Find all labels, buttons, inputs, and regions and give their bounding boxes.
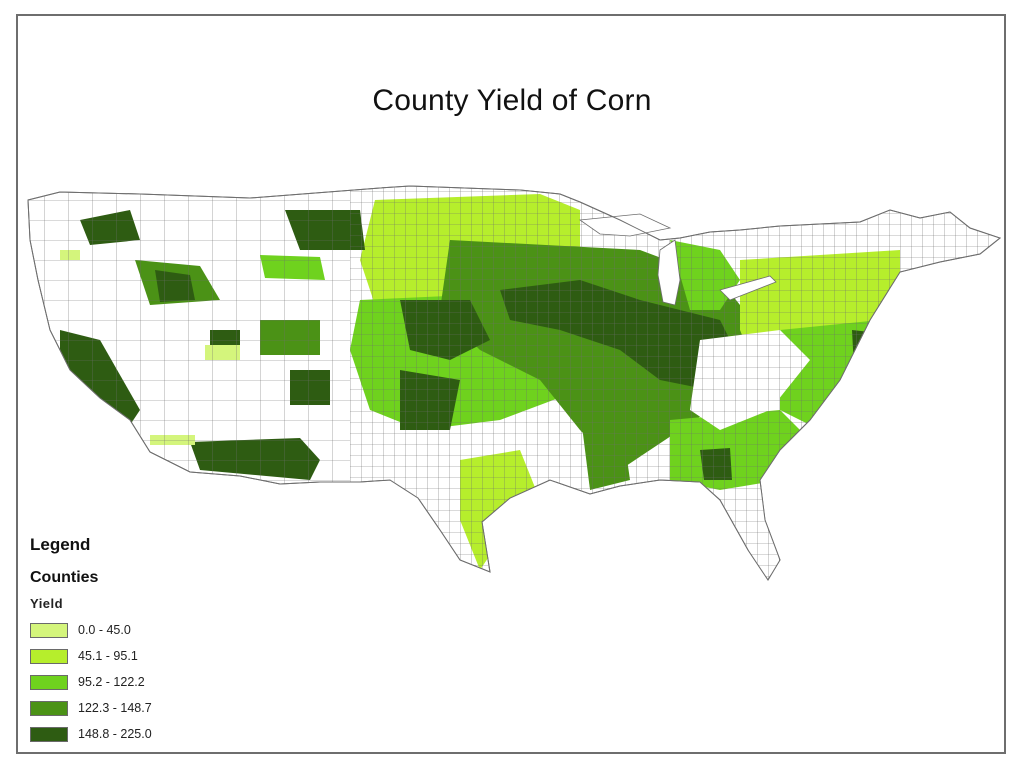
legend-class-row: 122.3 - 148.7 xyxy=(30,695,152,721)
legend-class-row: 95.2 - 122.2 xyxy=(30,669,152,695)
legend-class-row: 148.8 - 225.0 xyxy=(30,721,152,747)
legend-layer-name: Counties xyxy=(30,569,99,586)
legend-swatch xyxy=(30,700,68,716)
legend-class-row: 45.1 - 95.1 xyxy=(30,643,152,669)
legend-swatch xyxy=(30,726,68,742)
legend-class-row: 0.0 - 45.0 xyxy=(30,617,152,643)
us-outline-stroke xyxy=(27,185,1002,581)
legend-class-label: 0.0 - 45.0 xyxy=(78,623,131,637)
legend-field-name: Yield xyxy=(30,596,64,611)
lake-superior xyxy=(578,213,672,237)
legend-swatch xyxy=(30,622,68,638)
legend-class-label: 95.2 - 122.2 xyxy=(78,675,145,689)
legend-swatch xyxy=(30,674,68,690)
legend-class-label: 148.8 - 225.0 xyxy=(78,727,152,741)
legend-swatch xyxy=(30,648,68,664)
us-county-choropleth-map xyxy=(27,185,1002,581)
map-title: County Yield of Corn xyxy=(372,84,652,117)
legend-class-label: 122.3 - 148.7 xyxy=(78,701,152,715)
map-legend: Legend Counties Yield 0.0 - 45.0 45.1 - … xyxy=(30,535,152,747)
lake-erie xyxy=(719,275,777,301)
legend-heading: Legend xyxy=(30,535,91,554)
legend-class-label: 45.1 - 95.1 xyxy=(78,649,138,663)
lake-michigan xyxy=(657,239,681,306)
